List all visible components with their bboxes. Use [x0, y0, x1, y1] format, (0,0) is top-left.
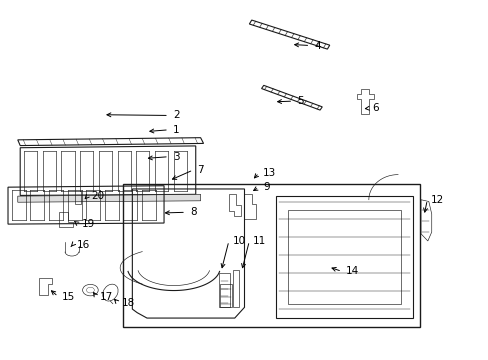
- Text: 9: 9: [263, 182, 269, 192]
- Text: 2: 2: [172, 111, 179, 121]
- Text: 6: 6: [372, 103, 379, 113]
- Bar: [288, 211, 400, 304]
- Text: 14: 14: [345, 266, 359, 276]
- Text: 16: 16: [77, 239, 90, 249]
- Text: 20: 20: [91, 191, 104, 201]
- Text: 11: 11: [253, 236, 266, 246]
- Text: 19: 19: [81, 219, 95, 229]
- Bar: [220, 284, 232, 307]
- Bar: [122, 184, 419, 327]
- Text: 3: 3: [172, 152, 179, 162]
- Text: 10: 10: [232, 236, 245, 246]
- Text: 7: 7: [197, 165, 203, 175]
- Text: 15: 15: [62, 292, 75, 302]
- Text: 1: 1: [172, 125, 179, 135]
- Text: 8: 8: [189, 207, 196, 217]
- Text: 18: 18: [122, 298, 135, 308]
- Polygon shape: [18, 194, 200, 202]
- Text: 5: 5: [297, 96, 303, 106]
- Text: 13: 13: [263, 168, 276, 178]
- Text: 4: 4: [314, 41, 320, 50]
- Text: 12: 12: [430, 195, 444, 205]
- Text: 17: 17: [100, 292, 113, 302]
